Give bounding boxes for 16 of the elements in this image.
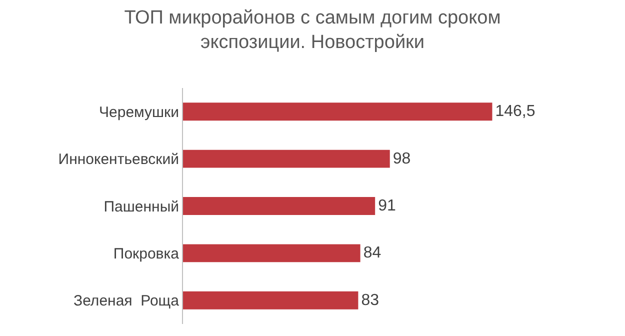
- y-tick-label: Иннокентьевский: [58, 151, 179, 168]
- chart-title: ТОП микрорайонов с самым догим сроком экспозиции. Новостройки: [124, 8, 501, 54]
- bar: [183, 197, 376, 215]
- bar: [183, 291, 358, 310]
- data-label: 98: [392, 150, 411, 168]
- y-tick-label: Черемушки: [99, 104, 179, 121]
- y-tick-label: Зеленая Роща: [74, 292, 180, 310]
- bar: [183, 150, 390, 168]
- bar: [183, 102, 492, 121]
- data-label: 83: [361, 292, 380, 309]
- bar: [183, 244, 360, 262]
- data-label: 84: [363, 244, 382, 262]
- data-label: 146,5: [495, 103, 536, 120]
- y-tick-label: Пашенный: [104, 198, 179, 216]
- y-tick-label: Покровка: [113, 245, 180, 262]
- data-label: 91: [378, 198, 396, 214]
